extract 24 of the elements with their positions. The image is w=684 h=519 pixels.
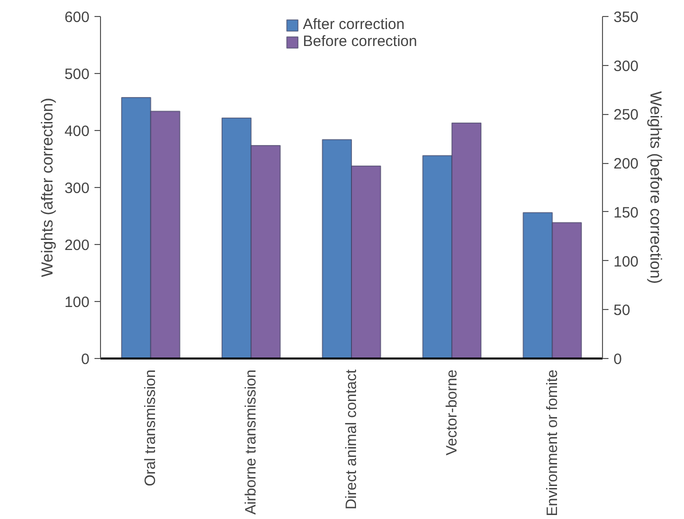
y-tick-label: 100 — [64, 294, 90, 311]
y-tick-label: 400 — [64, 123, 90, 140]
y-tick-label: 0 — [81, 351, 90, 368]
x-tick-label: Airborne transmission — [242, 369, 260, 515]
y-tick-label: 200 — [64, 237, 90, 254]
y-axis-title: Weights (after correction) — [39, 98, 56, 278]
y2-tick-label: 300 — [614, 58, 639, 75]
x-tick-label: Vector-borne — [443, 369, 460, 456]
y2-tick-label: 100 — [614, 253, 639, 270]
y2-tick-label: 200 — [614, 156, 639, 173]
y-tick-label: 300 — [64, 180, 90, 197]
legend-label: After correction — [302, 16, 405, 33]
y2-tick-label: 250 — [614, 106, 639, 124]
y2-tick-label: 0 — [614, 351, 622, 368]
y2-axis-title: Weights (before correction) — [646, 91, 664, 284]
y2-tick-label: 150 — [614, 204, 639, 222]
y2-tick-label: 50 — [614, 302, 630, 320]
y-tick-label: 600 — [64, 9, 90, 26]
x-tick-label: Environment or fomite — [544, 369, 561, 516]
x-tick-label: Direct animal contact — [343, 368, 360, 510]
y2-tick-label: 350 — [614, 9, 639, 26]
legend-label: Before correction — [302, 33, 418, 50]
y-tick-label: 500 — [64, 66, 90, 83]
x-tick-label: Oral transmission — [142, 369, 160, 486]
